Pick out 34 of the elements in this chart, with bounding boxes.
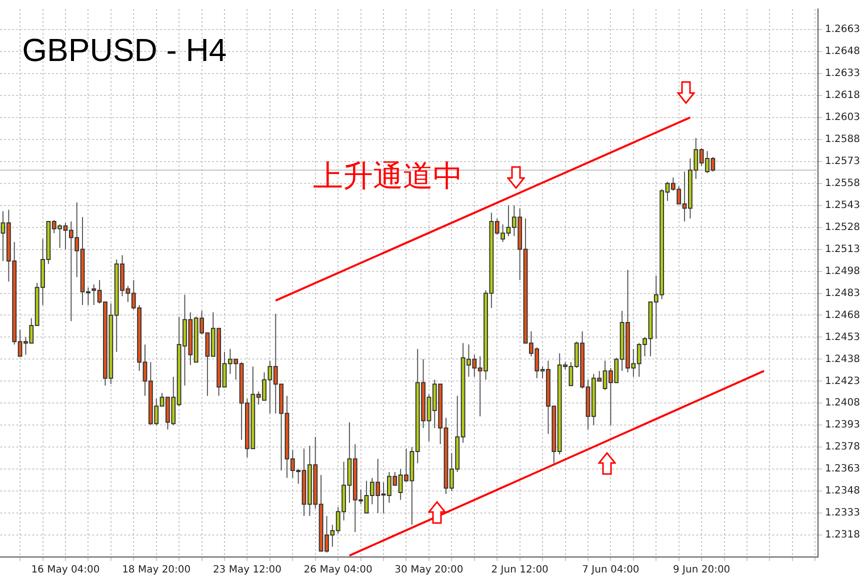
x-tick-label: 9 Jun 20:00 <box>672 564 730 576</box>
y-tick-label: 1.2603 <box>825 112 860 124</box>
x-tick-label: 2 Jun 12:00 <box>491 564 548 576</box>
y-tick-label: 1.2468 <box>825 310 860 321</box>
y-tick-label: 1.2408 <box>825 398 860 409</box>
x-tick-label: 18 May 20:00 <box>122 564 191 576</box>
y-tick-label: 1.2558 <box>825 178 860 189</box>
y-tick-label: 1.2588 <box>825 134 860 145</box>
y-tick-label: 1.2333 <box>825 508 860 519</box>
y-tick-label: 1.2528 <box>825 222 860 233</box>
x-tick-label: 7 Jun 04:00 <box>582 564 640 576</box>
y-tick-label: 1.2618 <box>825 90 860 102</box>
y-tick-label: 1.2663 <box>825 24 860 36</box>
y-tick-label: 1.2393 <box>825 420 860 431</box>
x-tick-label: 16 May 04:00 <box>31 564 100 576</box>
y-tick-label: 1.2378 <box>825 442 860 453</box>
text: GBPUSD - H4 <box>22 32 227 68</box>
y-tick-label: 1.2318 <box>825 530 860 541</box>
y-tick-label: 1.2648 <box>825 46 860 58</box>
y-tick-label: 1.2363 <box>825 464 860 475</box>
annotation: 上升通道中 <box>313 159 464 194</box>
y-tick-label: 1.2348 <box>825 486 860 497</box>
y-tick-label: 1.2423 <box>825 376 860 387</box>
y-tick-label: 1.2633 <box>825 68 860 80</box>
x-tick-label: 26 May 04:00 <box>304 564 372 576</box>
y-tick-label: 1.2498 <box>825 266 860 277</box>
x-tick-label: 30 May 20:00 <box>394 564 464 576</box>
y-tick-label: 1.2483 <box>825 288 860 299</box>
y-tick-label: 1.2438 <box>825 354 860 365</box>
y-tick-label: 1.2573 <box>825 156 860 167</box>
y-tick-label: 1.2543 <box>825 200 860 211</box>
y-tick-label: 1.2453 <box>825 332 860 343</box>
x-tick-label: 23 May 12:00 <box>212 564 282 576</box>
y-tick-label: 1.2513 <box>825 244 860 255</box>
